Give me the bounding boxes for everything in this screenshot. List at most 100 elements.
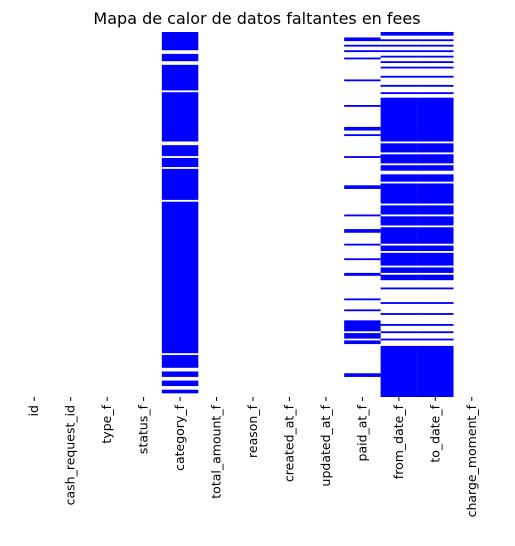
missing-cell-from-date-f <box>380 331 418 334</box>
missing-cell-category-f <box>161 157 199 168</box>
missing-cell-from-date-f <box>380 39 418 42</box>
x-tick-label: reason_f <box>245 404 260 458</box>
missing-cell-category-f <box>161 389 199 394</box>
x-tick-label: category_f <box>172 404 187 470</box>
x-tick-label: status_f <box>136 404 151 454</box>
missing-cell-from-date-f <box>380 50 418 53</box>
missing-cell-category-f <box>161 145 199 157</box>
x-axis: id cash_request_id type_f status_f category_… <box>26 397 479 517</box>
missing-cell-to-date-f <box>417 84 454 87</box>
missing-cell-paid-at-f <box>344 134 381 137</box>
missing-cell-paid-at-f <box>344 214 381 217</box>
missing-cell-paid-at-f <box>344 50 381 53</box>
missing-cell-from-date-f <box>380 338 418 341</box>
x-tick-label: total_amount_f <box>209 404 224 498</box>
missing-cell-paid-at-f <box>344 185 381 189</box>
missing-cell-from-date-f <box>380 154 418 164</box>
missing-cell-category-f <box>161 371 199 377</box>
missing-cell-to-date-f <box>417 302 454 304</box>
missing-cell-paid-at-f <box>344 309 381 312</box>
missing-cell-from-date-f <box>380 84 418 87</box>
missing-cell-from-date-f <box>380 267 418 273</box>
missing-cell-to-date-f <box>417 216 454 226</box>
missing-cell-to-date-f <box>417 32 454 36</box>
missing-cell-to-date-f <box>417 313 454 315</box>
missing-cell-to-date-f <box>417 50 454 53</box>
missing-cell-from-date-f <box>380 227 418 244</box>
missing-cell-category-f <box>161 92 199 142</box>
missing-cell-category-f <box>161 32 199 51</box>
missing-cell-paid-at-f <box>344 340 381 345</box>
missing-cell-to-date-f <box>417 92 454 95</box>
x-tick-label: from_date_f <box>391 404 406 479</box>
missing-cell-from-date-f <box>380 313 418 315</box>
missing-cell-from-date-f <box>380 61 418 64</box>
missing-cell-from-date-f <box>380 252 418 266</box>
missing-cell-to-date-f <box>417 245 454 251</box>
missing-cell-paid-at-f <box>344 272 381 276</box>
missing-cell-from-date-f <box>380 302 418 304</box>
missing-cell-category-f <box>161 380 199 387</box>
missing-cell-paid-at-f <box>344 79 381 82</box>
missing-cell-to-date-f <box>417 165 454 171</box>
x-tick-label: created_at_f <box>281 404 296 482</box>
missing-cell-paid-at-f <box>344 57 381 60</box>
missing-cell-from-date-f <box>380 143 418 153</box>
missing-cell-to-date-f <box>417 97 454 142</box>
missing-cell-paid-at-f <box>344 37 381 42</box>
missing-cell-paid-at-f <box>344 258 381 261</box>
missing-cell-category-f <box>161 64 199 91</box>
missing-cell-from-date-f <box>380 245 418 251</box>
missing-cell-from-date-f <box>380 324 418 326</box>
x-tick-label: charge_moment_f <box>464 404 479 517</box>
missing-cell-from-date-f <box>380 32 418 36</box>
missing-cell-paid-at-f <box>344 44 381 47</box>
missing-cell-to-date-f <box>417 252 454 266</box>
missing-cell-category-f <box>161 168 199 200</box>
missing-cell-from-date-f <box>380 92 418 95</box>
x-tick-label: to_date_f <box>427 404 442 462</box>
missing-cell-to-date-f <box>417 205 454 215</box>
missing-cell-paid-at-f <box>344 243 381 246</box>
missing-cell-to-date-f <box>417 267 454 273</box>
chart-title: Mapa de calor de datos faltantes en fees <box>93 9 420 28</box>
missing-cell-to-date-f <box>417 324 454 326</box>
missing-cell-to-date-f <box>417 345 454 397</box>
missing-cell-to-date-f <box>417 66 454 69</box>
missing-cell-paid-at-f <box>344 333 381 339</box>
missing-cell-to-date-f <box>417 227 454 244</box>
missing-cell-to-date-f <box>417 61 454 64</box>
missing-cell-from-date-f <box>380 216 418 226</box>
missing-cell-category-f <box>161 201 199 354</box>
missing-cell-from-date-f <box>380 174 418 182</box>
missing-cell-paid-at-f <box>344 320 381 332</box>
missing-cell-to-date-f <box>417 287 454 290</box>
missing-cell-to-date-f <box>417 183 454 204</box>
x-tick-label: id <box>26 405 41 416</box>
x-tick-label: cash_request_id <box>63 405 78 505</box>
missing-cell-category-f <box>161 53 199 62</box>
x-tick-label: type_f <box>99 404 114 443</box>
missing-cell-category-f <box>161 355 199 368</box>
missing-cell-from-date-f <box>380 165 418 171</box>
missing-cell-to-date-f <box>417 274 454 281</box>
missing-cell-from-date-f <box>380 205 418 215</box>
missing-cell-to-date-f <box>417 55 454 58</box>
missing-cell-from-date-f <box>380 183 418 204</box>
heatmap-plot-area <box>16 32 490 397</box>
missing-cell-to-date-f <box>417 331 454 334</box>
missing-cell-paid-at-f <box>344 156 381 158</box>
missing-cell-from-date-f <box>380 345 418 397</box>
missing-cell-from-date-f <box>380 97 418 142</box>
missing-cell-paid-at-f <box>344 298 381 301</box>
x-tick-label: updated_at_f <box>318 404 333 486</box>
missing-cell-from-date-f <box>380 75 418 78</box>
missing-cell-paid-at-f <box>344 126 381 131</box>
x-tick-label: paid_at_f <box>354 404 369 461</box>
missing-cell-to-date-f <box>417 44 454 47</box>
missing-cell-paid-at-f <box>344 229 381 233</box>
missing-cell-to-date-f <box>417 174 454 182</box>
missing-cell-from-date-f <box>380 274 418 281</box>
missing-cell-to-date-f <box>417 143 454 153</box>
